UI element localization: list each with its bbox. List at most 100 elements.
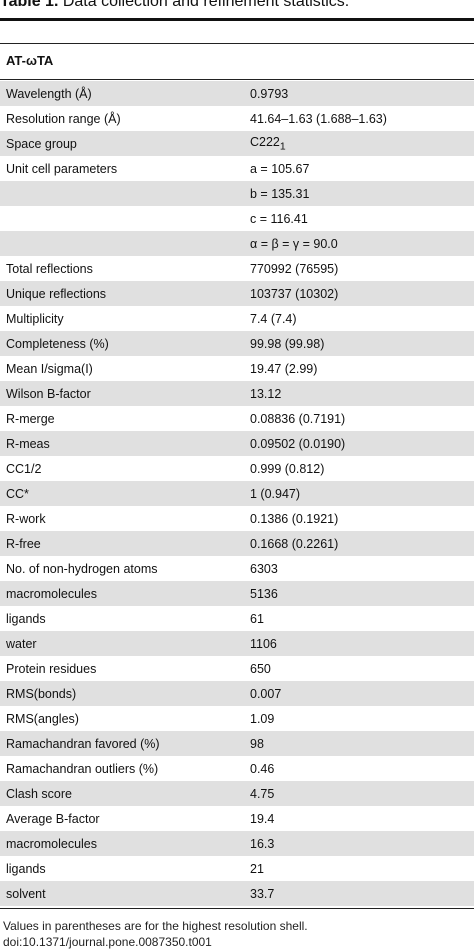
row-label	[0, 231, 242, 256]
table-row: Clash score 4.75	[0, 781, 474, 806]
row-value: 0.09502 (0.0190)	[242, 431, 474, 456]
row-value-subscript: 1	[279, 141, 286, 153]
table-row: solvent 33.7	[0, 881, 474, 906]
row-value-text: C222	[250, 134, 280, 149]
table-row: macromolecules 16.3	[0, 831, 474, 856]
row-value: 16.3	[242, 831, 474, 856]
row-label: Completeness (%)	[0, 331, 242, 356]
row-value: 0.007	[242, 681, 474, 706]
table-row: Completeness (%) 99.98 (99.98)	[0, 331, 474, 356]
row-value: 6303	[242, 556, 474, 581]
table-row: c = 116.41	[0, 206, 474, 231]
table-row: Unique reflections 103737 (10302)	[0, 281, 474, 306]
row-label: RMS(bonds)	[0, 681, 242, 706]
table-row: R-free 0.1668 (0.2261)	[0, 531, 474, 556]
table-footnote: Values in parentheses are for the highes…	[3, 919, 308, 933]
row-value: 5136	[242, 581, 474, 606]
row-value-text: 21	[250, 861, 264, 876]
table-row: RMS(bonds) 0.007	[0, 681, 474, 706]
row-value-text: 5136	[250, 586, 278, 601]
table-row: Average B-factor 19.4	[0, 806, 474, 831]
row-label: No. of non-hydrogen atoms	[6, 561, 158, 576]
table-row: water 1106	[0, 631, 474, 656]
row-value-text: 0.08836 (0.7191)	[250, 411, 346, 426]
table-row: No. of non-hydrogen atoms 6303	[0, 556, 474, 581]
row-value-text: 33.7	[250, 886, 275, 901]
row-label	[0, 181, 242, 206]
row-value: 103737 (10302)	[242, 281, 474, 306]
row-label: Ramachandran outliers (%)	[6, 761, 159, 776]
table-doi: doi:10.1371/journal.pone.0087350.t001	[3, 935, 212, 949]
row-label: Wilson B-factor	[0, 381, 242, 406]
row-value-text: 6303	[250, 561, 278, 576]
row-label: Protein residues	[6, 661, 97, 676]
row-value-text: α = β = γ = 90.0	[250, 236, 338, 251]
row-value: 0.46	[242, 756, 474, 781]
table-row: Ramachandran outliers (%) 0.46	[0, 756, 474, 781]
table-row: Protein residues 650	[0, 656, 474, 681]
row-value-text: 103737 (10302)	[250, 286, 339, 301]
row-label: macromolecules	[0, 581, 242, 606]
row-value-text: 0.999 (0.812)	[250, 461, 325, 476]
row-value: 770992 (76595)	[242, 256, 474, 281]
row-label: Multiplicity	[6, 311, 64, 326]
table-row: macromolecules 5136	[0, 581, 474, 606]
row-label: Space group	[0, 131, 242, 156]
table-row: R-work 0.1386 (0.1921)	[0, 506, 474, 531]
row-value: 19.4	[242, 806, 474, 831]
row-value-text: 650	[250, 661, 271, 676]
row-value-text: 7.4 (7.4)	[250, 311, 297, 326]
row-value-text: 1106	[250, 636, 277, 651]
row-value: 0.999 (0.812)	[242, 456, 474, 481]
row-value-text: 61	[250, 611, 264, 626]
table-row: ligands 21	[0, 856, 474, 881]
row-value-text: 4.75	[250, 786, 275, 801]
row-value-text: 19.4	[250, 811, 275, 826]
row-value-text: 0.1386 (0.1921)	[250, 511, 339, 526]
row-label: RMS(angles)	[6, 711, 79, 726]
row-value: 1.09	[242, 706, 474, 731]
row-label: Unique reflections	[0, 281, 242, 306]
row-label: CC1/2	[6, 461, 42, 476]
row-value: 4.75	[242, 781, 474, 806]
row-value-text: 1.09	[250, 711, 275, 726]
table-row: CC* 1 (0.947)	[0, 481, 474, 506]
row-value-text: 16.3	[250, 836, 275, 851]
row-label: R-merge	[6, 411, 55, 426]
table-row: Mean I/sigma(I) 19.47 (2.99)	[0, 356, 474, 381]
table-row: b = 135.31	[0, 181, 474, 206]
table-row: Resolution range (Å) 41.64–1.63 (1.688–1.…	[0, 106, 474, 131]
row-value: 0.08836 (0.7191)	[242, 406, 474, 431]
row-value: b = 135.31	[242, 181, 474, 206]
row-label: Clash score	[0, 781, 242, 806]
row-label: Total reflections	[6, 261, 93, 276]
row-value: α = β = γ = 90.0	[242, 231, 474, 256]
row-value-text: 41.64–1.63 (1.688–1.63)	[250, 111, 387, 126]
row-value-text: 770992 (76595)	[250, 261, 339, 276]
row-label: ligands	[6, 861, 46, 876]
table-caption: Table 1. Data collection and refinement …	[0, 0, 474, 13]
row-value-text: 13.12	[250, 386, 282, 401]
header-rule	[0, 43, 474, 44]
row-value: a = 105.67	[242, 156, 474, 181]
row-value: 33.7	[242, 881, 474, 906]
row-label: R-work	[6, 511, 46, 526]
row-label	[0, 206, 242, 231]
row-value: 41.64–1.63 (1.688–1.63)	[242, 106, 474, 131]
row-value: 19.47 (2.99)	[242, 356, 474, 381]
row-label: Average B-factor	[6, 811, 100, 826]
row-label: Unit cell parameters	[6, 161, 118, 176]
row-label: Mean I/sigma(I)	[6, 361, 93, 376]
row-value-text: 0.09502 (0.0190)	[250, 436, 346, 451]
table-row: CC1/2 0.999 (0.812)	[0, 456, 474, 481]
row-value: 13.12	[242, 381, 474, 406]
row-value: 0.1668 (0.2261)	[242, 531, 474, 556]
table-row: Wilson B-factor 13.12	[0, 381, 474, 406]
row-value: 98	[242, 731, 474, 756]
row-value: 650	[242, 656, 474, 681]
row-value-text: 19.47 (2.99)	[250, 361, 318, 376]
row-label: ligands	[6, 611, 46, 626]
table-number: Table 1.	[0, 0, 59, 10]
row-value: 1 (0.947)	[242, 481, 474, 506]
row-label: CC*	[0, 481, 242, 506]
